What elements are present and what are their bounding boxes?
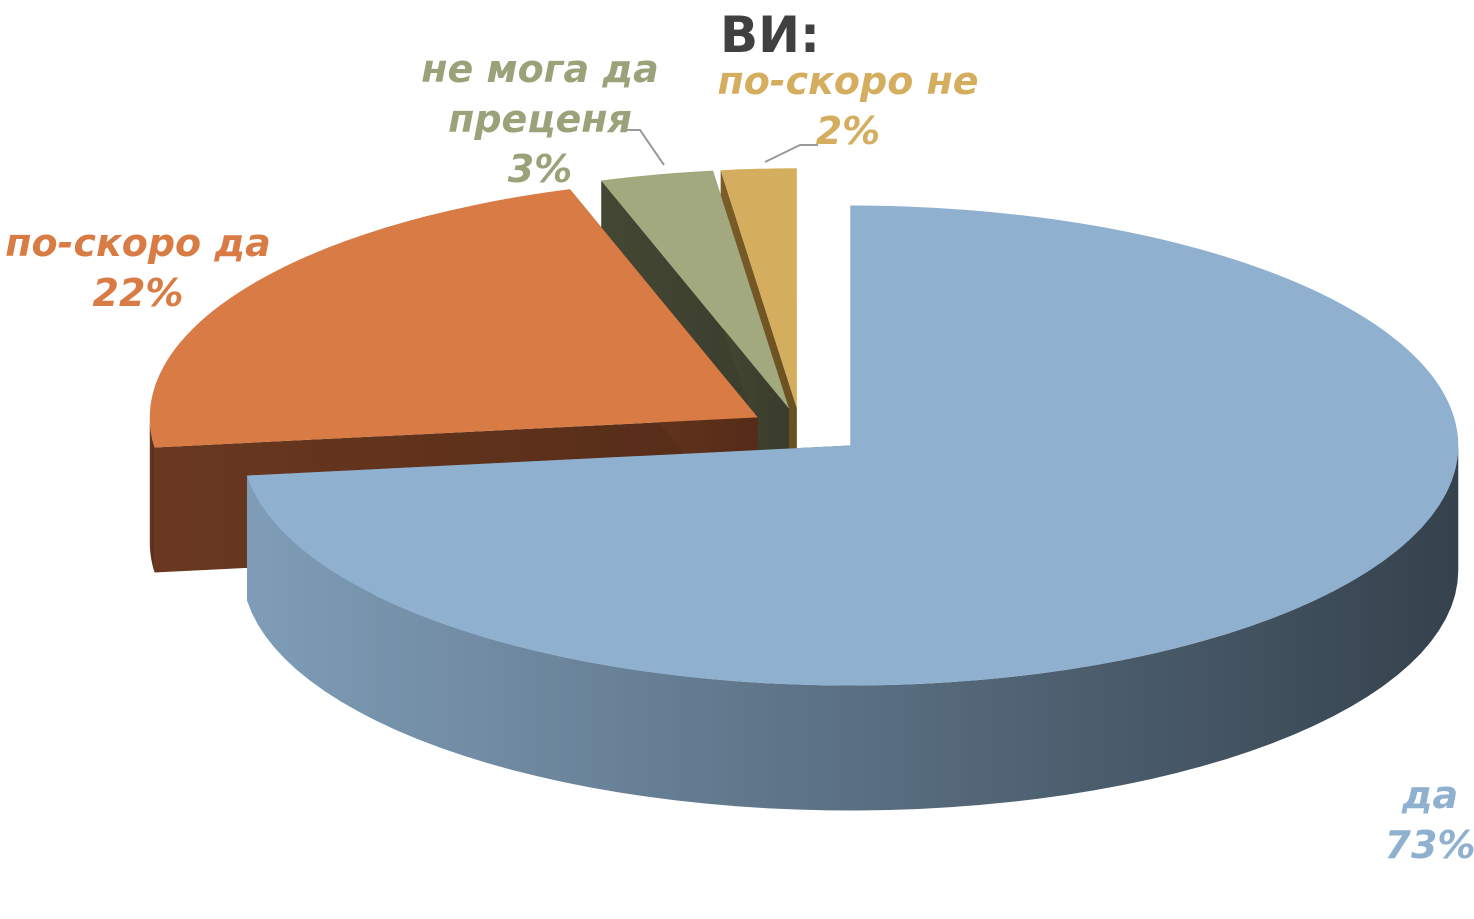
data-label: не мога да преценя 3%	[415, 44, 665, 194]
label-category: по-скоро да	[5, 221, 271, 265]
data-label: да 73%	[1370, 770, 1474, 870]
slice-side	[247, 445, 1459, 811]
label-value: 22%	[92, 271, 184, 315]
label-value: 73%	[1384, 823, 1474, 867]
slice	[601, 170, 790, 409]
slice	[720, 168, 797, 409]
label-value: 2%	[815, 109, 881, 153]
data-label: по-скоро да 22%	[0, 218, 288, 318]
label-value: 3%	[507, 147, 573, 191]
leader-line	[764, 144, 818, 163]
chart-title: ВИ:	[720, 6, 820, 64]
slice	[149, 189, 758, 448]
label-category: да	[1401, 773, 1459, 817]
label-category: по-скоро не	[717, 59, 979, 103]
leader-line	[622, 129, 665, 166]
data-label: по-скоро не 2%	[698, 56, 998, 156]
slice	[247, 205, 1459, 686]
label-category: не мога да преценя	[421, 47, 659, 141]
slice-side	[149, 417, 155, 573]
